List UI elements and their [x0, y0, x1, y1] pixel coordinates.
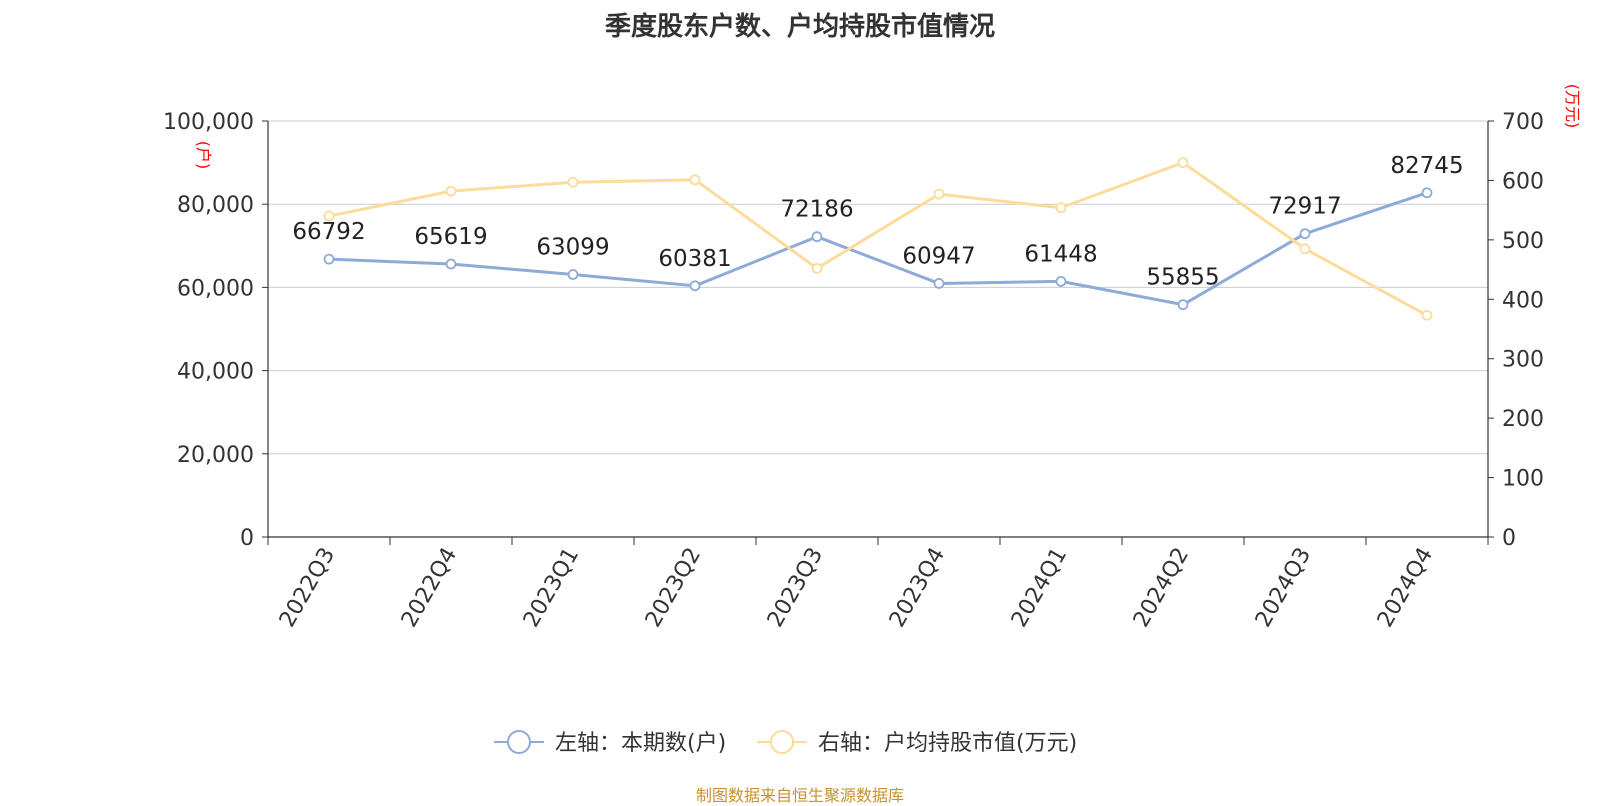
data-point [1421, 187, 1433, 199]
data-point [1421, 309, 1433, 321]
series-line-1 [328, 161, 1428, 317]
x-tick-label: 2024Q4 [1373, 544, 1438, 632]
left-axis-label: (户) [194, 141, 213, 170]
data-point [1177, 157, 1189, 169]
series-line-0 [328, 191, 1428, 307]
right-tick-label: 600 [1502, 169, 1544, 194]
data-point [445, 185, 457, 197]
data-label: 72186 [780, 197, 853, 223]
right-axis-label: (万元) [1563, 84, 1582, 129]
data-label: 60947 [902, 243, 975, 269]
right-tick-label: 200 [1502, 407, 1544, 432]
legend-label: 右轴：户均持股市值(万元) [818, 731, 1077, 756]
x-tick-label: 2023Q2 [641, 544, 706, 632]
x-tick-label: 2023Q4 [885, 544, 950, 632]
data-point [1055, 275, 1067, 287]
left-tick-label: 60,000 [177, 276, 254, 301]
right-tick-label: 0 [1502, 526, 1516, 551]
data-point [323, 210, 335, 222]
data-label: 65619 [414, 224, 487, 250]
data-label: 60381 [658, 246, 731, 272]
right-tick-label: 400 [1502, 288, 1544, 313]
data-point [811, 231, 823, 243]
data-point [1055, 202, 1067, 214]
data-label: 63099 [536, 235, 609, 261]
left-tick-label: 20,000 [177, 443, 254, 468]
right-tick-label: 500 [1502, 229, 1544, 254]
data-label: 82745 [1390, 153, 1463, 179]
chart-title: 季度股东户数、户均持股市值情况 [604, 12, 995, 42]
data-point [1299, 243, 1311, 255]
legend-marker [507, 730, 531, 754]
data-point [933, 278, 945, 289]
legend-marker [770, 730, 794, 754]
left-tick-label: 40,000 [177, 360, 254, 385]
data-label: 72917 [1268, 194, 1341, 220]
left-tick-label: 100,000 [163, 110, 254, 135]
data-point [933, 188, 945, 200]
x-tick-label: 2022Q4 [397, 544, 462, 632]
data-label: 55855 [1146, 265, 1219, 291]
data-point [567, 176, 579, 188]
x-tick-label: 2022Q3 [275, 544, 340, 632]
data-point [689, 174, 701, 186]
data-point [567, 269, 579, 280]
right-tick-label: 300 [1502, 348, 1544, 373]
source-footer: 制图数据来自恒生聚源数据库 [695, 786, 904, 805]
x-tick-label: 2023Q3 [763, 544, 828, 632]
data-label: 61448 [1024, 241, 1097, 267]
x-tick-label: 2024Q1 [1007, 544, 1072, 632]
data-point [323, 253, 335, 265]
x-tick-label: 2024Q2 [1129, 544, 1194, 632]
data-point [811, 262, 823, 274]
data-point [445, 258, 457, 270]
x-tick-label: 2023Q1 [519, 544, 584, 632]
x-tick-label: 2024Q3 [1251, 544, 1316, 632]
data-label: 66792 [292, 219, 365, 245]
left-tick-label: 80,000 [177, 193, 254, 218]
data-point [689, 280, 701, 292]
left-tick-label: 0 [240, 526, 254, 551]
right-tick-label: 100 [1502, 467, 1544, 492]
data-point [1299, 228, 1311, 240]
legend-label: 左轴：本期数(户) [555, 731, 726, 756]
data-point [1177, 299, 1189, 311]
right-tick-label: 700 [1502, 110, 1544, 135]
